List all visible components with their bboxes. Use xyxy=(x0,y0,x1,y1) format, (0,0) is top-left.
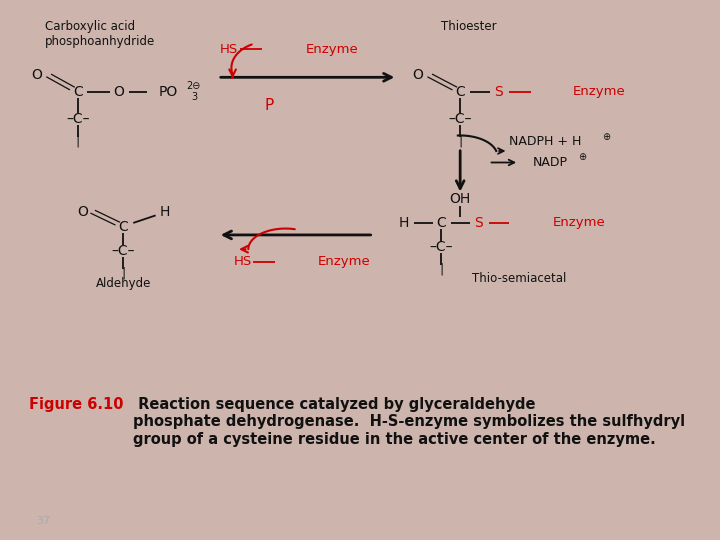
Text: Enzyme: Enzyme xyxy=(573,85,626,98)
Text: –C–: –C– xyxy=(449,112,472,126)
Text: C: C xyxy=(436,216,446,230)
Text: |: | xyxy=(439,263,444,276)
Text: |: | xyxy=(121,267,125,280)
Text: Thio-semiacetal: Thio-semiacetal xyxy=(472,272,566,285)
Text: H: H xyxy=(160,205,170,219)
Text: Thioester: Thioester xyxy=(441,20,497,33)
Text: 2⊖: 2⊖ xyxy=(186,81,201,91)
Text: O: O xyxy=(113,85,124,99)
Text: HS: HS xyxy=(233,255,252,268)
Text: Enzyme: Enzyme xyxy=(553,217,606,230)
Text: Reaction sequence catalyzed by glyceraldehyde
phosphate dehydrogenase.  H-S-enzy: Reaction sequence catalyzed by glycerald… xyxy=(133,397,685,447)
Text: O: O xyxy=(31,69,42,83)
Text: H: H xyxy=(399,216,409,230)
Text: S: S xyxy=(474,216,483,230)
Text: 3: 3 xyxy=(192,92,197,102)
Text: C: C xyxy=(455,85,465,99)
Text: phosphoanhydride: phosphoanhydride xyxy=(45,35,156,48)
Text: ⊕: ⊕ xyxy=(603,132,611,141)
Text: –C–: –C– xyxy=(66,112,89,126)
Text: 37: 37 xyxy=(36,516,50,526)
Text: |: | xyxy=(76,134,80,147)
Text: Aldehyde: Aldehyde xyxy=(96,277,150,290)
Text: NADP: NADP xyxy=(533,156,567,169)
Text: S: S xyxy=(495,85,503,99)
Text: PO: PO xyxy=(158,85,178,99)
Text: –C–: –C– xyxy=(429,240,453,254)
Text: Carboxylic acid: Carboxylic acid xyxy=(45,20,135,33)
Text: –C–: –C– xyxy=(112,244,135,258)
Text: P: P xyxy=(264,98,274,113)
Text: |: | xyxy=(458,134,462,147)
Text: C: C xyxy=(118,220,128,234)
Text: O: O xyxy=(77,205,88,219)
Text: O: O xyxy=(412,69,423,83)
Text: ⊕: ⊕ xyxy=(578,152,586,162)
Text: NADPH + H: NADPH + H xyxy=(509,136,581,148)
Text: Enzyme: Enzyme xyxy=(318,255,371,268)
Text: OH: OH xyxy=(449,192,471,206)
Text: Enzyme: Enzyme xyxy=(306,43,359,56)
Text: HS: HS xyxy=(220,43,238,56)
Text: C: C xyxy=(73,85,83,99)
Text: Figure 6.10: Figure 6.10 xyxy=(29,397,123,412)
